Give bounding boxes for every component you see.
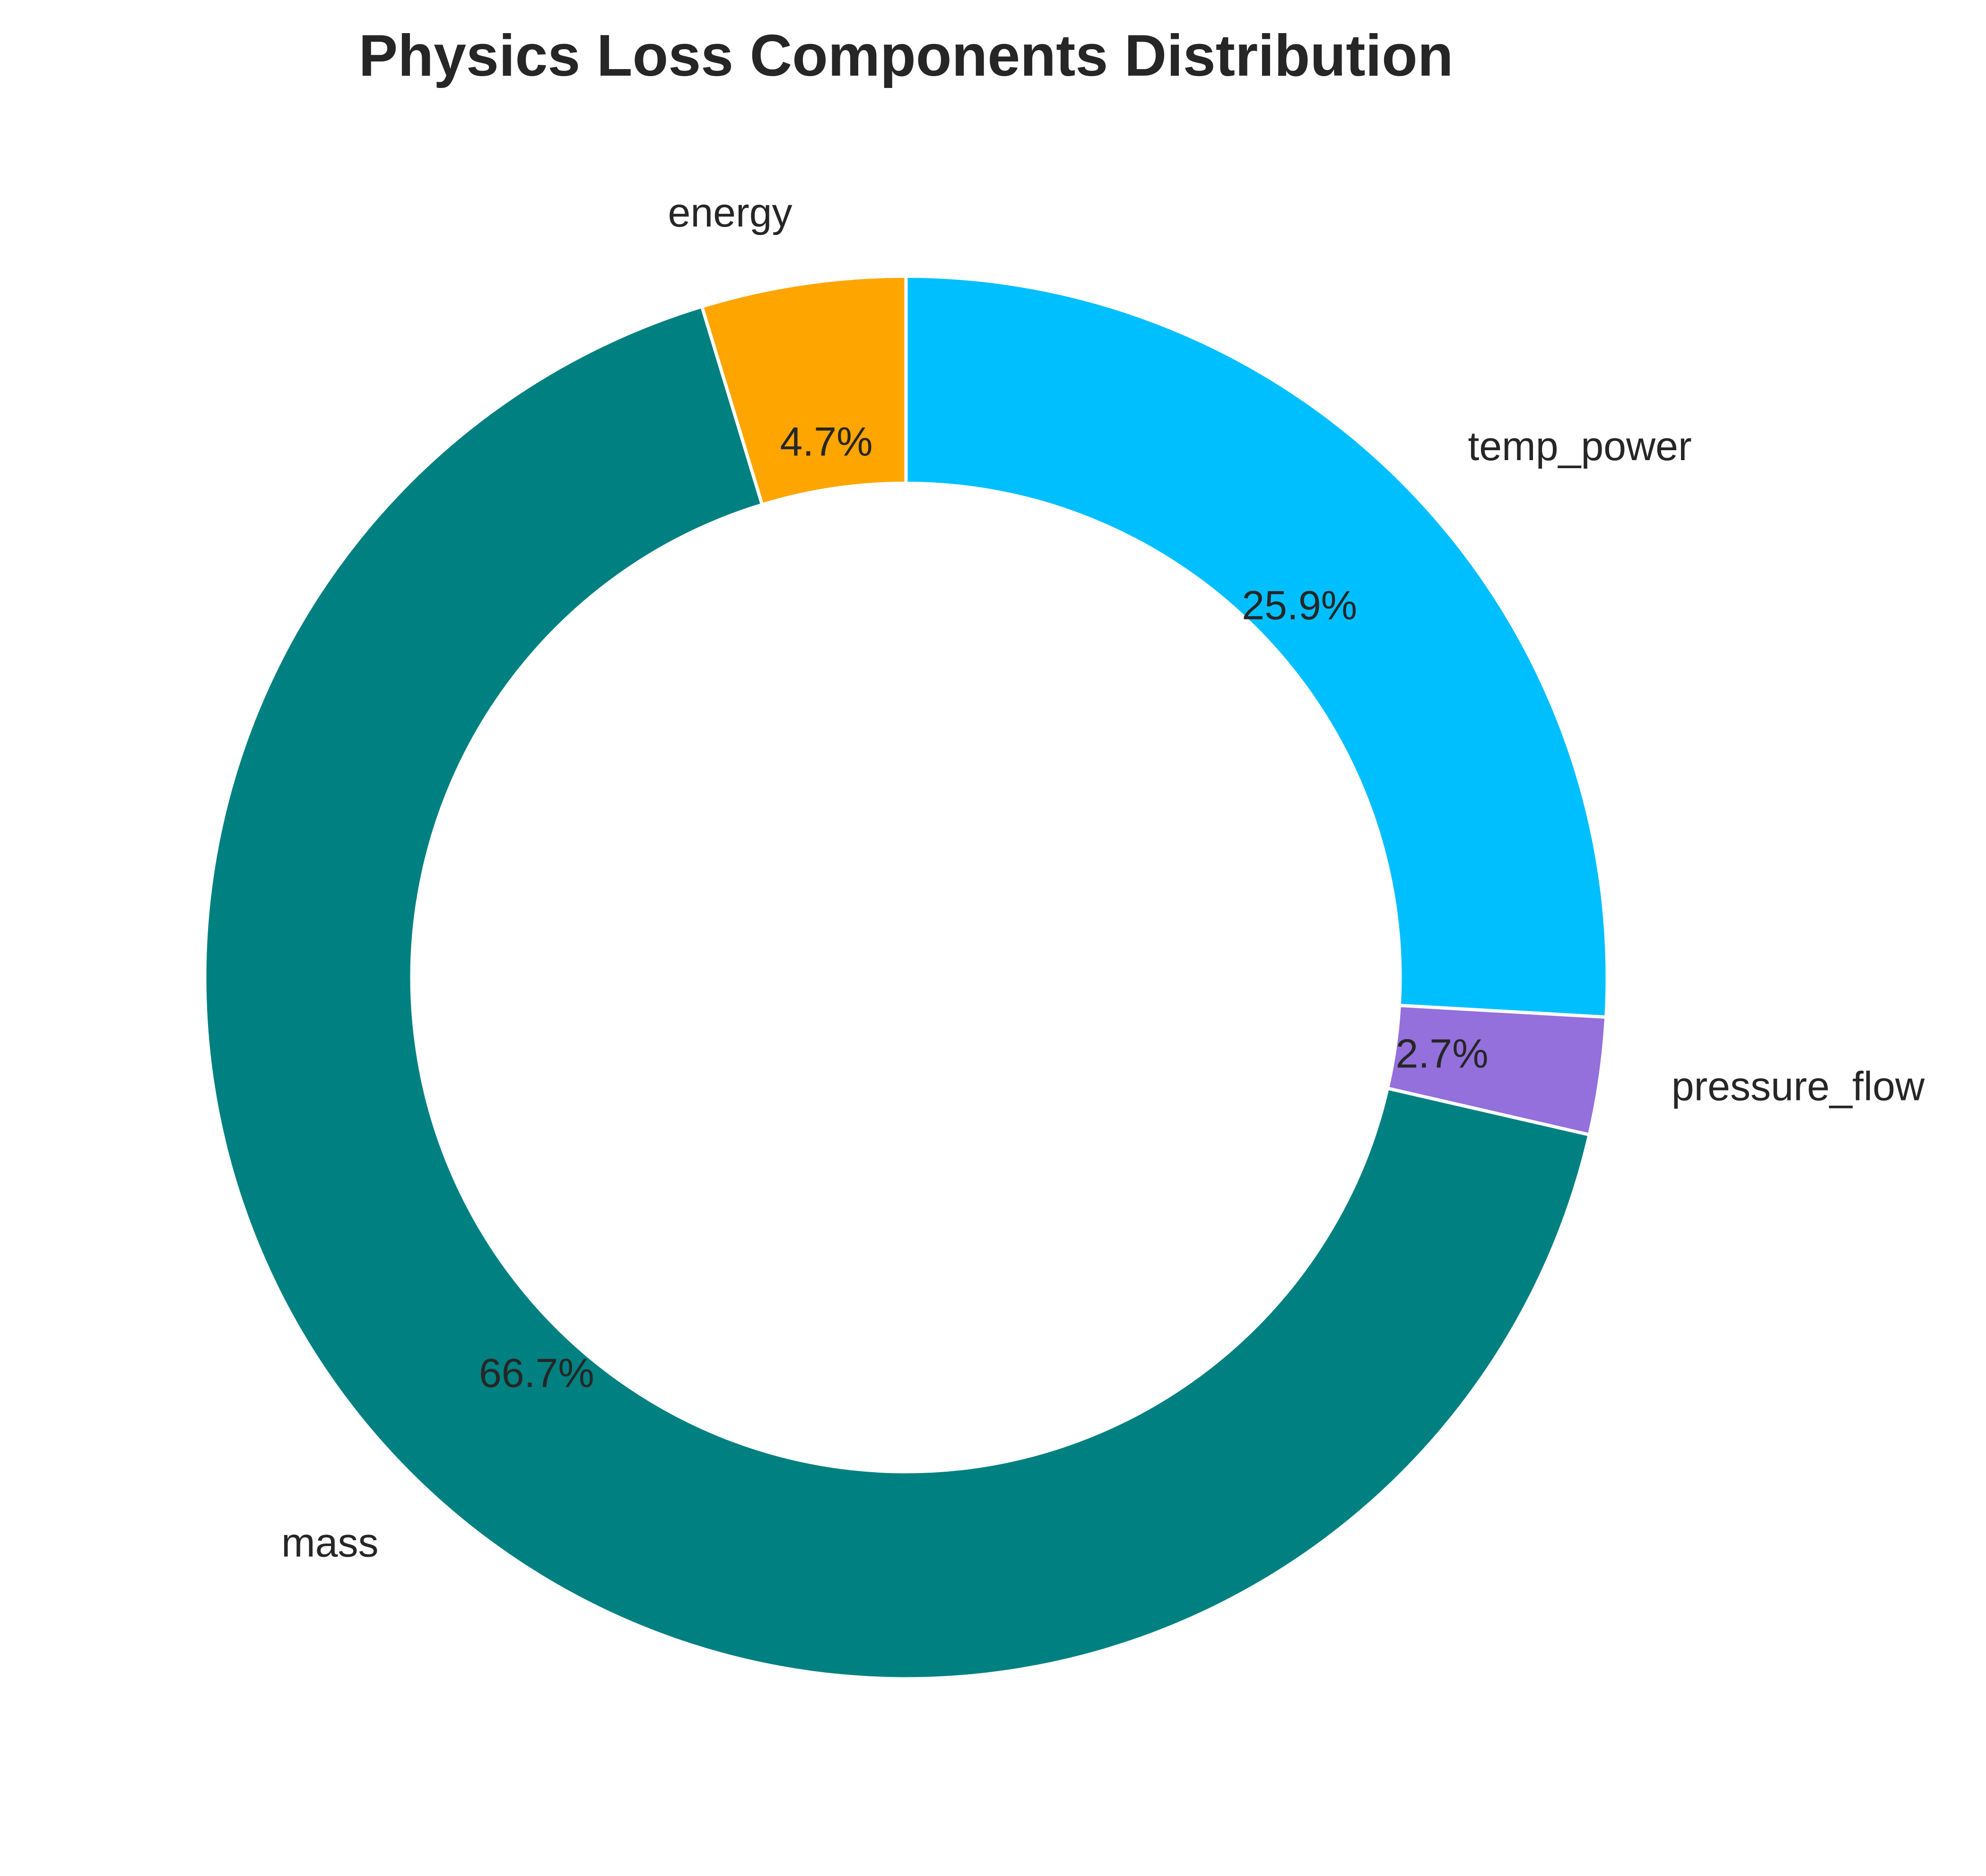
chart-title: Physics Loss Components Distribution [359, 23, 1454, 88]
slice-mass [203, 304, 1592, 1681]
slice-label-pressure-flow: pressure_flow [1672, 1064, 1925, 1109]
pct-label-temp-power: 25.9% [1242, 583, 1357, 628]
slice-label-energy: energy [668, 190, 792, 236]
slice-label-mass: mass [281, 1520, 378, 1565]
pct-label-energy: 4.7% [780, 419, 873, 464]
slices-layer [203, 274, 1609, 1681]
pct-label-pressure-flow: 2.7% [1396, 1031, 1489, 1076]
pct-label-mass: 66.7% [479, 1351, 594, 1396]
slice-label-temp-power: temp_power [1468, 424, 1691, 469]
slice-temp-power [904, 274, 1609, 1019]
slice-energy [700, 274, 908, 507]
labels-layer: temp_power 25.9% pressure_flow 2.7% mass 66.7… [281, 190, 1925, 1566]
